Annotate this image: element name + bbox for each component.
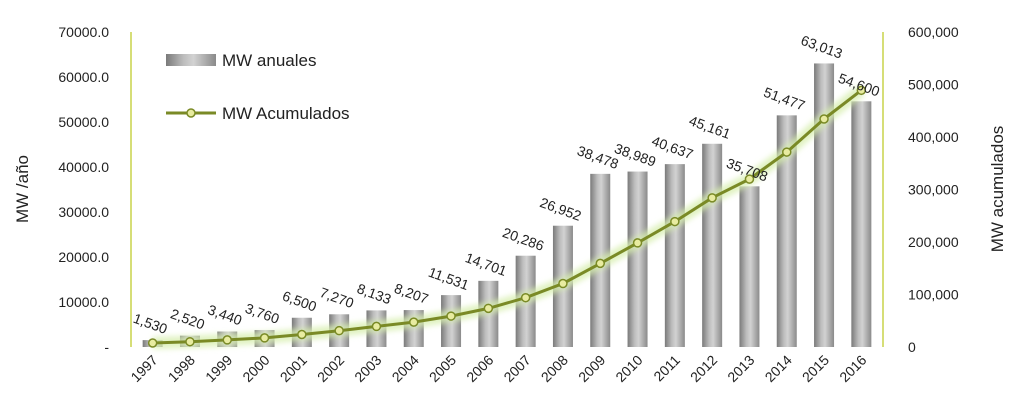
right-tick-label: 400,000 [908, 129, 959, 145]
legend-bar-swatch [166, 54, 216, 66]
line-point-2002 [334, 325, 344, 336]
right-tick-label: 100,000 [908, 287, 959, 303]
line-point-2013 [744, 174, 755, 184]
x-tick-label-2012: 2012 [687, 352, 720, 385]
data-label-1998: 2,520 [168, 305, 207, 332]
x-tick-label-2005: 2005 [426, 352, 459, 385]
data-label-2002: 7,270 [318, 284, 357, 311]
data-label-2015: 63,013 [799, 32, 845, 62]
data-label-2004: 8,207 [392, 280, 431, 307]
bar-2013 [739, 186, 760, 347]
left-tick-label: 30000.0 [58, 204, 109, 220]
x-tick-label-2016: 2016 [836, 352, 869, 385]
x-tick-label-2008: 2008 [538, 352, 571, 385]
x-tick-label-2006: 2006 [463, 352, 496, 385]
left-tick-label: 20000.0 [58, 249, 109, 265]
line-path [152, 89, 863, 345]
line-point-2011 [670, 216, 680, 227]
line-point-2008 [558, 278, 568, 289]
bar-2011 [664, 164, 685, 347]
x-tick-label-1999: 1999 [202, 352, 235, 385]
x-tick-label-2013: 2013 [724, 352, 757, 385]
data-label-2001: 6,500 [280, 288, 319, 315]
x-tick-label-2015: 2015 [799, 352, 832, 385]
line-point-2016 [856, 85, 867, 96]
legend-bar-label: MW anuales [222, 51, 316, 70]
x-tick-label-2000: 2000 [239, 352, 272, 385]
right-tick-label: 0 [908, 339, 916, 355]
x-tick-label-2014: 2014 [762, 352, 795, 385]
x-tick-label-2002: 2002 [314, 352, 347, 385]
x-tick-label-2007: 2007 [500, 352, 533, 385]
data-label-2000: 3,760 [243, 300, 282, 327]
right-tick-label: 600,000 [908, 24, 959, 40]
line-point-2005 [446, 311, 456, 321]
bar-2016 [851, 101, 872, 347]
line-point-2006 [483, 303, 494, 314]
bar-2010 [627, 171, 648, 347]
x-tick-label-2009: 2009 [575, 352, 608, 385]
line-point-2004 [409, 317, 419, 327]
legend-line-marker [186, 108, 196, 118]
left-axis-ticks: - 10000.0 20000.0 30000.0 40000.0 50000.0 6000… [58, 24, 109, 355]
data-labels: 1,5302,5203,4403,7606,5007,2708,1338,207… [131, 32, 882, 337]
line-point-2012 [707, 193, 717, 203]
x-tick-label-1998: 1998 [165, 352, 198, 385]
line-point-2014 [782, 147, 792, 157]
bar-2015 [814, 63, 835, 348]
line-series [152, 89, 863, 345]
line-point-2007 [520, 292, 531, 303]
x-tick-label-2011: 2011 [650, 352, 683, 385]
data-label-2007: 20,286 [501, 224, 547, 254]
x-tick-label-2004: 2004 [389, 352, 422, 385]
bar-2012 [702, 143, 723, 347]
right-axis-ticks: 0 100,000 200,000 300,000 400,000 500,000 600,… [908, 24, 959, 355]
left-tick-label: - [104, 339, 109, 355]
data-label-1997: 1,530 [131, 310, 170, 337]
bar-2014 [776, 115, 797, 347]
x-tick-label-2001: 2001 [277, 352, 310, 385]
left-tick-label: 60000.0 [58, 69, 109, 85]
left-tick-label: 50000.0 [58, 114, 109, 130]
line-point-1999 [222, 335, 232, 345]
data-label-2009: 38,478 [575, 142, 621, 172]
x-tick-label-2003: 2003 [351, 352, 384, 385]
data-label-2005: 11,531 [426, 264, 471, 293]
right-tick-label: 200,000 [908, 234, 959, 250]
data-label-1999: 3,440 [206, 301, 245, 328]
line-point-2000 [259, 333, 270, 343]
data-label-2006: 14,701 [463, 249, 509, 279]
line-point-2003 [371, 321, 382, 332]
x-axis-ticks: 1997 1998 1999 2000 2001 2002 2003 2004 2005 2006… [127, 352, 869, 385]
line-point-2010 [632, 238, 643, 248]
right-tick-label: 500,000 [908, 77, 959, 93]
legend-line-label: MW Acumulados [222, 104, 350, 123]
data-label-2008: 26,952 [538, 194, 584, 224]
line-point-1998 [185, 336, 195, 347]
line-markers [147, 85, 867, 348]
left-axis-title: MW /año [13, 155, 32, 223]
line-point-2009 [595, 258, 605, 269]
line-point-2015 [819, 114, 829, 124]
data-label-2012: 45,161 [687, 112, 733, 142]
right-axis-title: MW acumulados [988, 126, 1007, 253]
data-label-2003: 8,133 [355, 280, 394, 307]
x-tick-label-1997: 1997 [127, 352, 160, 385]
legend: MW anuales MW Acumulados [166, 51, 350, 123]
left-tick-label: 70000.0 [58, 24, 109, 40]
x-tick-label-2010: 2010 [612, 352, 645, 385]
line-point-1997 [147, 338, 158, 348]
left-tick-label: 40000.0 [58, 159, 109, 175]
right-tick-label: 300,000 [908, 182, 959, 198]
left-tick-label: 10000.0 [58, 294, 109, 310]
bar-series [142, 63, 872, 348]
data-label-2014: 51,477 [762, 84, 808, 114]
line-point-2001 [297, 329, 307, 340]
